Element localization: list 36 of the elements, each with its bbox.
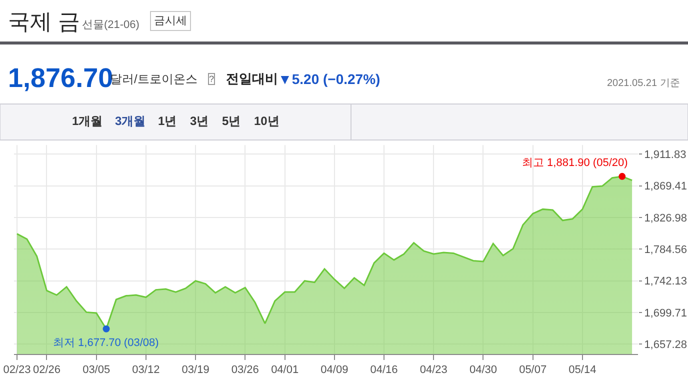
text: 3개월 [115, 114, 146, 128]
x-tick-label: 02/26 [32, 364, 61, 376]
text: 1개월 [72, 114, 103, 128]
y-tick-label: 1,826.98 [644, 212, 688, 224]
chart-subtitle: 선물(21-06) [82, 19, 140, 31]
text: 2021.05.21 기준 [607, 78, 680, 89]
y-tick-label: 1,911.83 [644, 148, 686, 161]
x-tick-label: 04/09 [320, 364, 348, 376]
x-tick-label: 03/19 [182, 364, 210, 376]
y-tick-label: 1,657.28 [644, 338, 688, 351]
text: 전일대비 [226, 71, 278, 86]
x-tick-label: 05/14 [568, 364, 596, 376]
x-tick-label: 04/30 [469, 364, 498, 376]
text: 1년 [158, 114, 177, 128]
text: 1,876.70 [8, 63, 114, 93]
y-tick-label: 1,742.13 [644, 276, 688, 288]
x-tick-label: 05/07 [519, 364, 547, 376]
y-tick-label: 1,869.41 [644, 180, 688, 193]
y-tick-label: 1,784.56 [644, 244, 688, 256]
x-tick-label: 03/05 [82, 364, 110, 376]
x-tick-label: 04/16 [370, 364, 398, 376]
x-tick-label: 03/12 [132, 364, 160, 376]
x-tick-label: 04/23 [420, 364, 448, 376]
text: 금시세 [154, 15, 187, 27]
y-tick-label: 1,699.71 [644, 307, 688, 320]
text: 3년 [190, 114, 209, 128]
annotation: 최저 1,677.70 (03/08) [53, 337, 159, 349]
x-tick-label: 04/01 [271, 364, 299, 376]
text: 5년 [222, 114, 241, 128]
annotation: 최고 1,881.90 (05/20) [522, 157, 628, 169]
text: ▼5.20 (−0.27%) [278, 71, 380, 87]
x-tick-label: 03/26 [231, 364, 259, 376]
chart-title: 국제 금 [8, 9, 80, 34]
text: ? [209, 74, 214, 84]
x-tick-label: 02/23 [3, 364, 31, 376]
text: 10년 [254, 114, 280, 128]
